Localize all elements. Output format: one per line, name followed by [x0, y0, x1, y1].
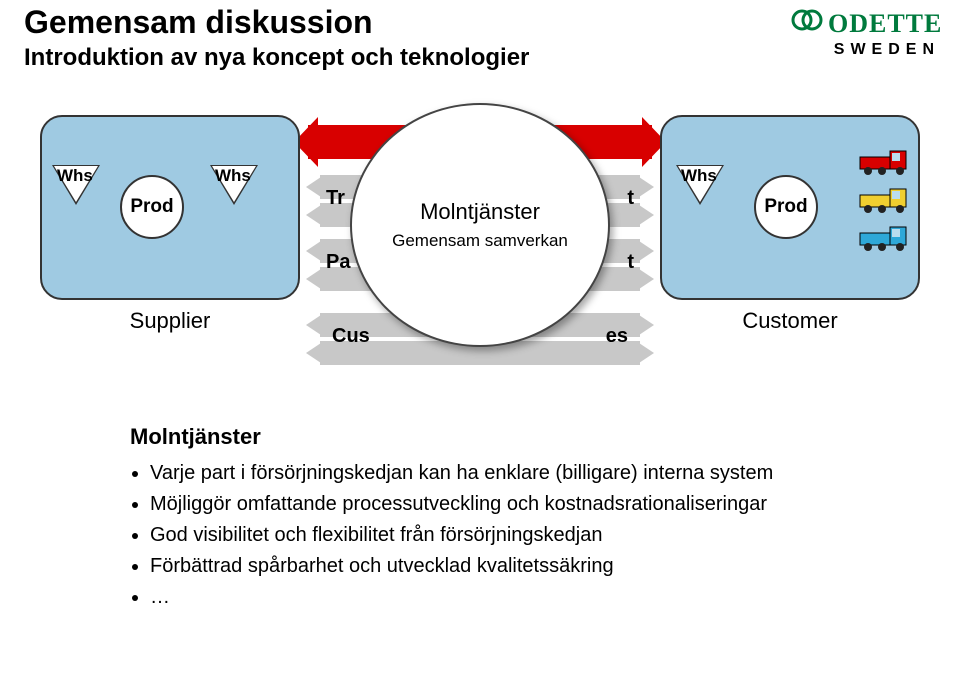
- odette-logo: ODETTE SWEDEN: [790, 8, 940, 59]
- whs-label: Whs: [57, 166, 93, 186]
- truck-icon: [858, 223, 914, 253]
- slide-subtitle: Introduktion av nya koncept och teknolog…: [24, 44, 529, 72]
- bullet-item: Varje part i försörjningskedjan kan ha e…: [150, 458, 890, 489]
- bullet-item: Möjliggör omfattande processutveckling o…: [150, 489, 890, 520]
- bullet-item: …: [150, 582, 890, 613]
- bullets-heading: Molntjänster: [130, 424, 890, 450]
- cloud-oval: Molntjänster Gemensam samverkan: [350, 103, 610, 347]
- supplier-panel: Whs Prod Whs: [40, 115, 300, 300]
- logo-text: ODETTE: [828, 9, 942, 39]
- prod-circle: Prod: [120, 175, 184, 239]
- prod-circle: Prod: [754, 175, 818, 239]
- customer-label: Customer: [660, 308, 920, 334]
- truck-icon: [858, 147, 914, 177]
- bullet-item: Förbättrad spårbarhet och utvecklad kval…: [150, 551, 890, 582]
- logo-rings-icon: [790, 8, 824, 39]
- bullets-section: Molntjänster Varje part i försörjningske…: [130, 424, 890, 613]
- supply-chain-diagram: Tr t Pa t Cus es Whs Prod Whs Supplier W…: [40, 115, 920, 415]
- supplier-label: Supplier: [40, 308, 300, 334]
- whs-label: Whs: [215, 166, 251, 186]
- oval-subtitle: Gemensam samverkan: [392, 231, 568, 251]
- customer-panel: Whs Prod: [660, 115, 920, 300]
- bullet-item: God visibilitet och flexibilitet från fö…: [150, 520, 890, 551]
- prod-label: Prod: [764, 196, 807, 218]
- whs-label: Whs: [681, 166, 717, 186]
- truck-icon: [858, 185, 914, 215]
- bullets-list: Varje part i försörjningskedjan kan ha e…: [130, 458, 890, 613]
- oval-title: Molntjänster: [420, 199, 540, 225]
- logo-top: ODETTE: [790, 8, 940, 39]
- slide-title: Gemensam diskussion: [24, 4, 373, 41]
- prod-label: Prod: [130, 196, 173, 218]
- logo-subtext: SWEDEN: [790, 41, 940, 59]
